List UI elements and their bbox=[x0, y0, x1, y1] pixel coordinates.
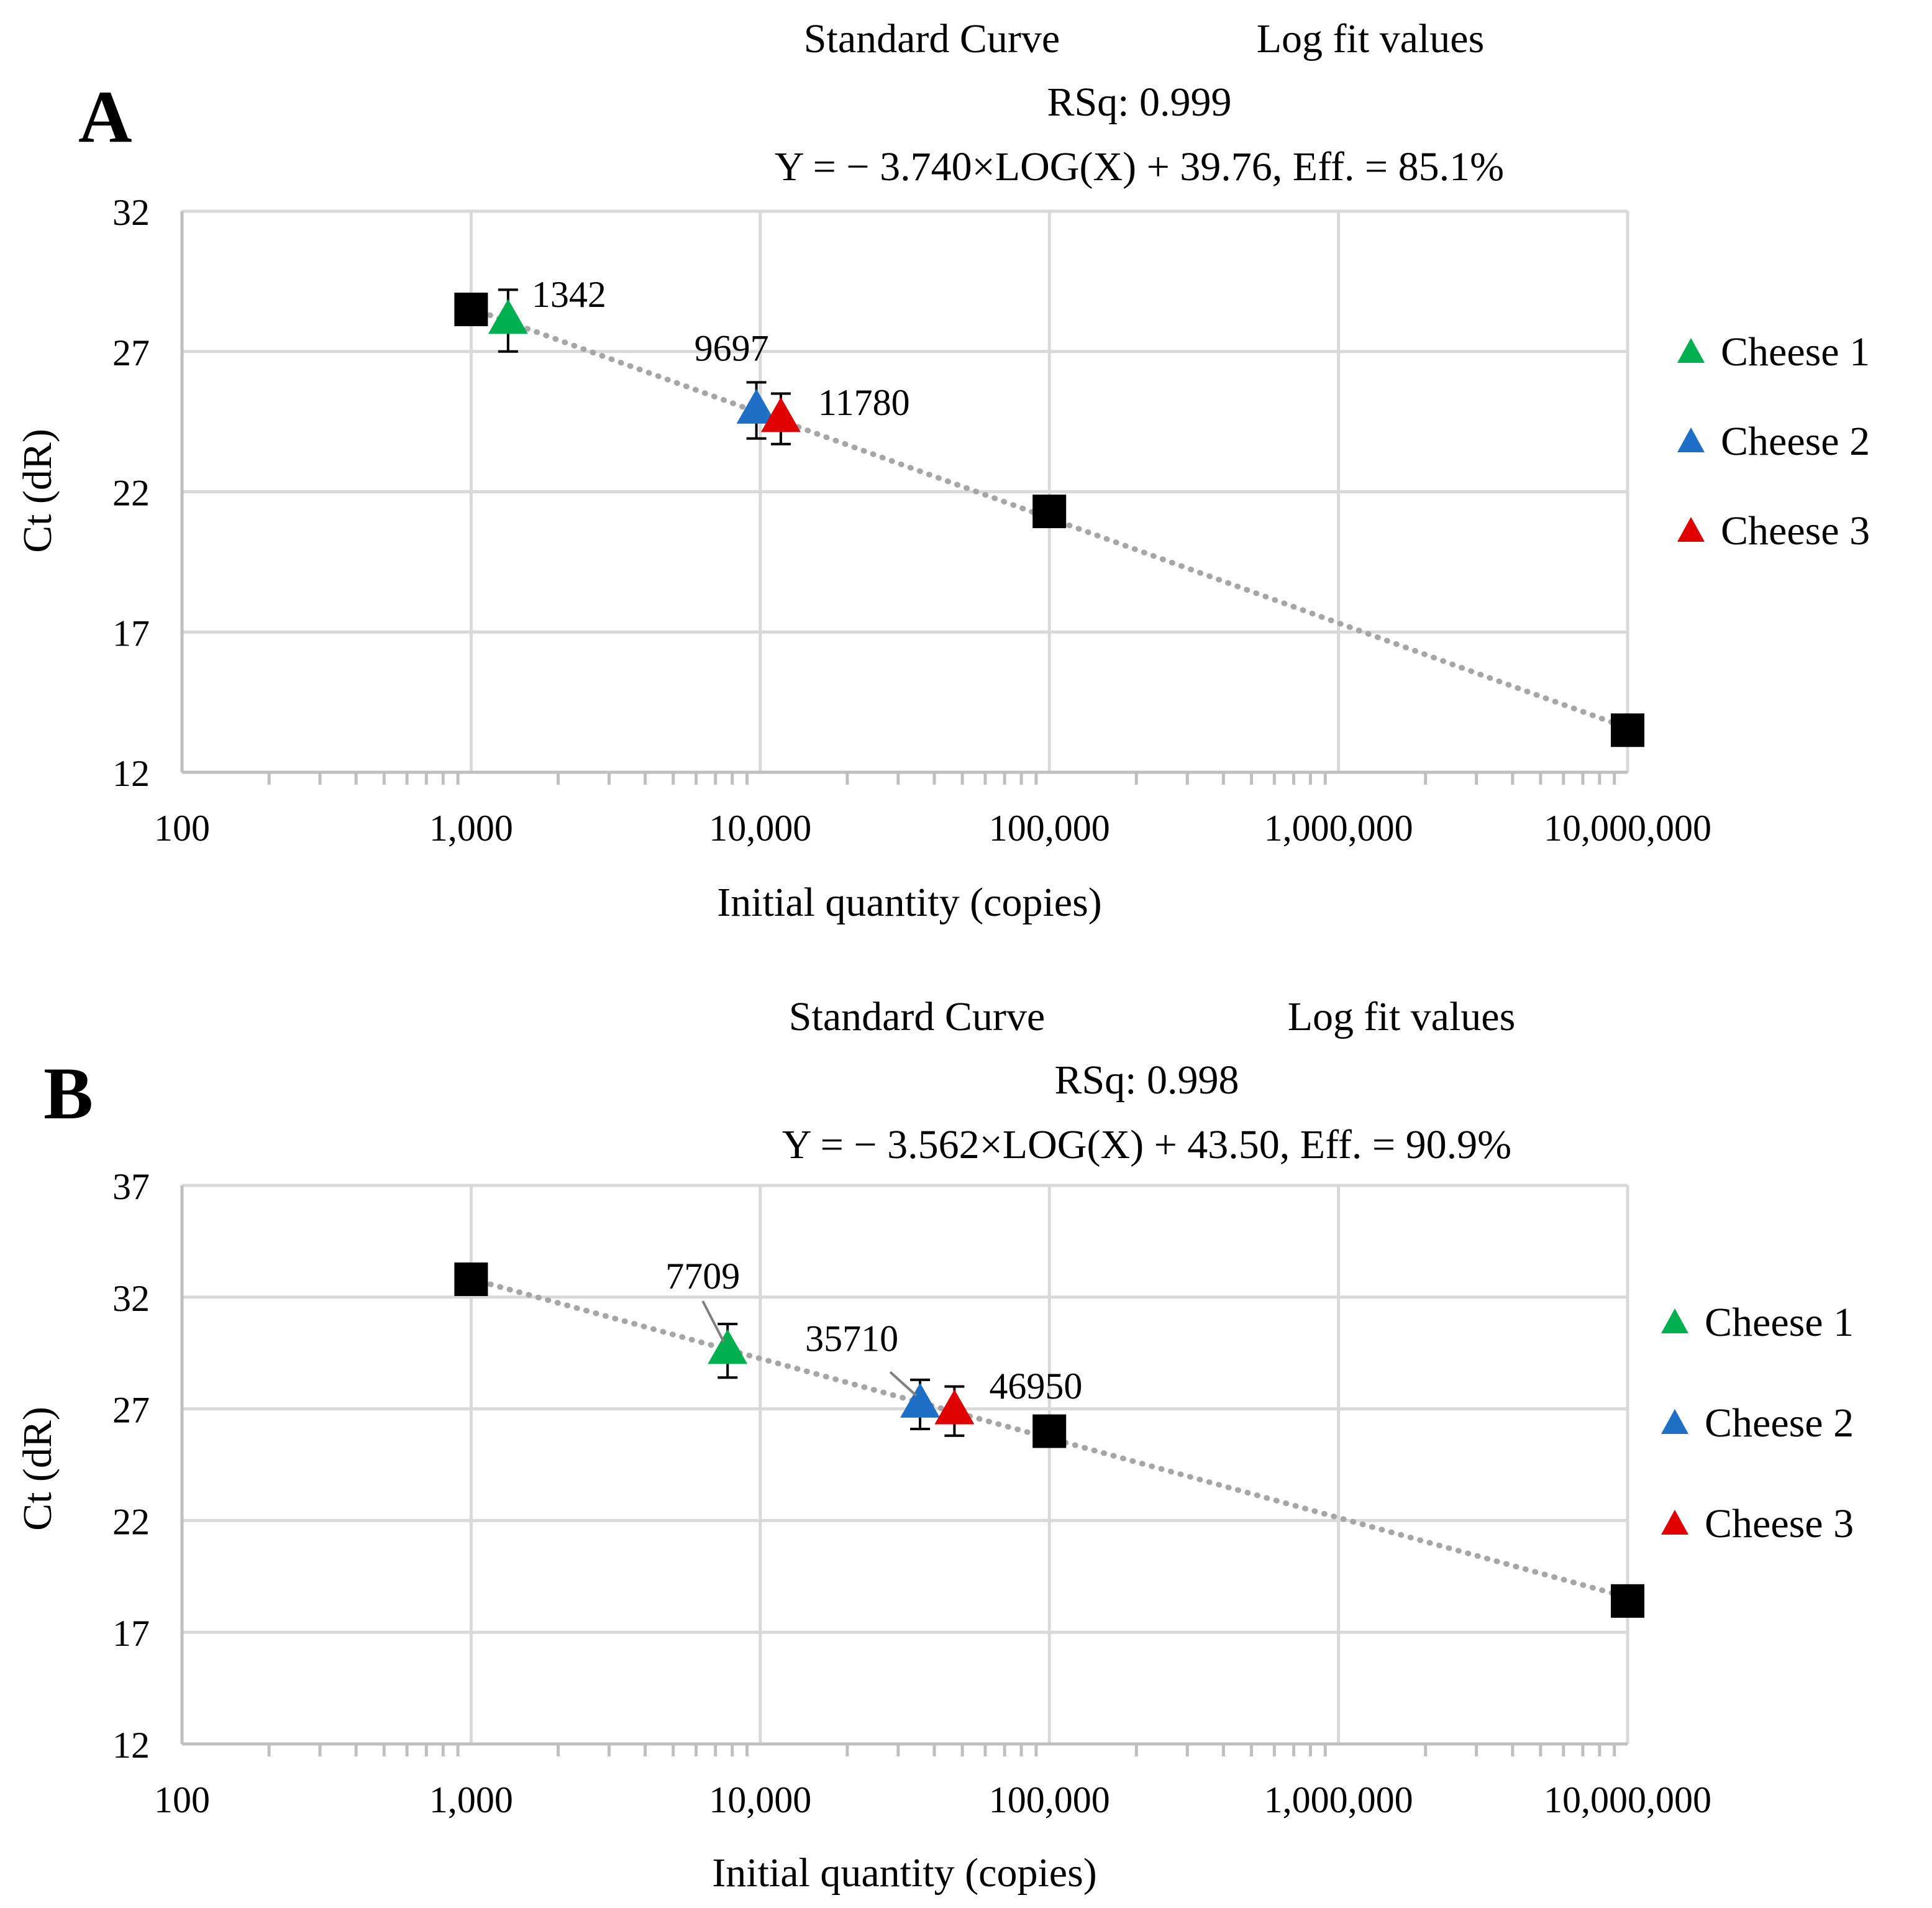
y-tick-label: 12 bbox=[112, 753, 150, 794]
label-leader bbox=[889, 1371, 918, 1397]
sample-points: 7709 35710 46950 bbox=[665, 1256, 1082, 1437]
y-tick-labels: 12 17 22 27 32 bbox=[112, 192, 150, 794]
legend-marker bbox=[1661, 1409, 1688, 1434]
legend-marker bbox=[1661, 1308, 1688, 1333]
y-axis-title: Ct (dR) bbox=[15, 429, 60, 553]
x-tick-label: 100,000 bbox=[989, 808, 1110, 849]
standard-points bbox=[454, 293, 1644, 747]
y-tick-label: 17 bbox=[112, 613, 150, 654]
y-tick-label: 22 bbox=[112, 1501, 150, 1542]
panel-b: B Standard Curve Log fit values RSq: 0.9… bbox=[15, 994, 1854, 1896]
x-tick-label: 100,000 bbox=[989, 1779, 1110, 1820]
standard-point bbox=[1032, 495, 1067, 529]
sample-point bbox=[900, 1382, 941, 1418]
y-tick-labels: 12 17 22 27 32 37 bbox=[112, 1166, 150, 1766]
legend-marker bbox=[1677, 427, 1705, 452]
y-tick-label: 12 bbox=[112, 1725, 150, 1766]
log-fit-heading: Log fit values bbox=[1288, 994, 1516, 1039]
y-tick-label: 32 bbox=[112, 192, 150, 233]
panel-label: B bbox=[43, 1052, 93, 1134]
standard-point bbox=[1032, 1414, 1067, 1448]
legend-marker bbox=[1661, 1510, 1688, 1535]
rsq-text: RSq: 0.998 bbox=[1054, 1057, 1239, 1103]
legend: Cheese 1 Cheese 2 Cheese 3 bbox=[1677, 329, 1870, 554]
x-tick-label: 1,000 bbox=[429, 1779, 513, 1820]
sample-point bbox=[760, 397, 801, 432]
legend-label: Cheese 3 bbox=[1705, 1501, 1854, 1546]
y-tick-label: 22 bbox=[112, 473, 150, 514]
data-label: 9697 bbox=[695, 328, 769, 369]
data-label: 46950 bbox=[989, 1366, 1082, 1407]
x-tick-label: 100 bbox=[154, 1779, 210, 1820]
grid bbox=[180, 209, 1629, 774]
x-tick-label: 100 bbox=[154, 808, 210, 849]
sample-points: 1342 9697 11780 bbox=[488, 274, 910, 445]
x-tick-label: 10,000 bbox=[709, 1779, 811, 1820]
legend-label: Cheese 2 bbox=[1721, 419, 1870, 464]
grid bbox=[180, 1184, 1629, 1746]
legend-marker bbox=[1677, 517, 1705, 542]
x-axis-title: Initial quantity (copies) bbox=[717, 880, 1102, 925]
standard-point bbox=[1611, 713, 1644, 747]
standard-curve-heading: Standard Curve bbox=[804, 16, 1060, 62]
standard-point bbox=[454, 1262, 488, 1297]
panel-label: A bbox=[78, 75, 132, 158]
data-label: 7709 bbox=[665, 1256, 740, 1297]
legend-marker bbox=[1677, 338, 1705, 363]
data-label: 35710 bbox=[805, 1318, 898, 1359]
x-tick-labels: 100 1,000 10,000 100,000 1,000,000 10,000,000 bbox=[154, 808, 1711, 849]
standard-curve-heading: Standard Curve bbox=[789, 994, 1045, 1039]
x-tick-label: 10,000,000 bbox=[1544, 1779, 1711, 1820]
x-tick-label: 1,000,000 bbox=[1264, 808, 1413, 849]
legend-label: Cheese 2 bbox=[1705, 1400, 1854, 1446]
data-label: 1342 bbox=[532, 274, 606, 315]
standard-point bbox=[1611, 1584, 1644, 1618]
y-tick-label: 37 bbox=[112, 1166, 150, 1207]
axes bbox=[180, 1185, 1628, 1756]
y-tick-label: 17 bbox=[112, 1613, 150, 1654]
sample-point bbox=[708, 1329, 748, 1364]
y-tick-label: 32 bbox=[112, 1278, 150, 1319]
x-axis-title: Initial quantity (copies) bbox=[712, 1850, 1097, 1896]
log-fit-heading: Log fit values bbox=[1257, 16, 1485, 62]
legend-label: Cheese 1 bbox=[1705, 1300, 1854, 1345]
equation-text: Y = − 3.740×LOG(X) + 39.76, Eff. = 85.1% bbox=[775, 144, 1504, 189]
equation-text: Y = − 3.562×LOG(X) + 43.50, Eff. = 90.9% bbox=[782, 1122, 1511, 1167]
sample-point bbox=[934, 1389, 975, 1425]
legend-label: Cheese 1 bbox=[1721, 329, 1870, 375]
legend: Cheese 1 Cheese 2 Cheese 3 bbox=[1661, 1300, 1854, 1546]
y-tick-label: 27 bbox=[112, 332, 150, 373]
label-leader bbox=[701, 1300, 725, 1343]
x-tick-label: 1,000,000 bbox=[1264, 1779, 1413, 1820]
x-tick-label: 1,000 bbox=[429, 808, 513, 849]
sample-point bbox=[736, 388, 777, 424]
x-tick-labels: 100 1,000 10,000 100,000 1,000,000 10,000,000 bbox=[154, 1779, 1711, 1820]
standard-points bbox=[454, 1262, 1644, 1618]
sample-point bbox=[488, 299, 528, 334]
y-tick-label: 27 bbox=[112, 1390, 150, 1431]
standard-point bbox=[454, 293, 488, 327]
axes bbox=[180, 211, 1628, 785]
x-tick-label: 10,000 bbox=[709, 808, 811, 849]
x-tick-label: 10,000,000 bbox=[1544, 808, 1711, 849]
panel-a: A Standard Curve Log fit values RSq: 0.9… bbox=[15, 16, 1870, 925]
data-label: 11780 bbox=[818, 382, 910, 423]
rsq-text: RSq: 0.999 bbox=[1047, 80, 1231, 125]
legend-label: Cheese 3 bbox=[1721, 508, 1870, 554]
y-axis-title: Ct (dR) bbox=[15, 1407, 60, 1531]
